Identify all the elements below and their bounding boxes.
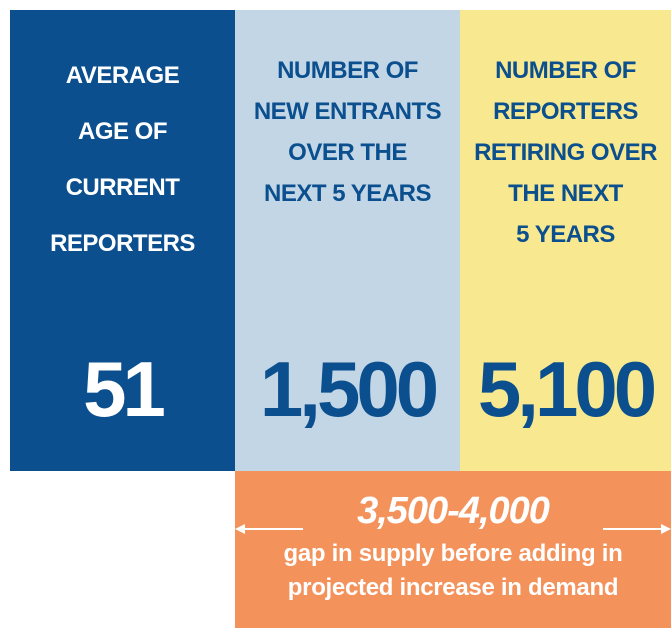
description-line: gap in supply before adding in — [283, 540, 623, 567]
label-line: OVER THE — [288, 139, 407, 166]
new-entrants-panel: NUMBER OF NEW ENTRANTS OVER THE NEXT 5 Y… — [235, 10, 460, 471]
retiring-value: 5,100 — [477, 345, 657, 433]
label-line: REPORTERS — [493, 98, 638, 125]
label-line: 5 YEARS — [516, 221, 615, 248]
label-line: RETIRING OVER — [474, 139, 657, 166]
left-arrow-icon — [235, 524, 303, 534]
average-age-value: 51 — [83, 345, 166, 433]
description-line: projected increase in demand — [287, 574, 619, 601]
retiring-label: NUMBER OF REPORTERS RETIRING OVER THE NE… — [460, 50, 671, 255]
average-age-panel: AVERAGE AGE OF CURRENT REPORTERS 51 — [10, 10, 235, 471]
label-line: CURRENT — [65, 174, 180, 201]
label-line: REPORTERS — [50, 230, 195, 257]
new-entrants-label: NUMBER OF NEW ENTRANTS OVER THE NEXT 5 Y… — [235, 50, 460, 214]
supply-gap-description: gap in supply before adding in projected… — [235, 537, 671, 605]
label-line: AVERAGE — [65, 62, 180, 89]
label-line: NUMBER OF — [495, 57, 636, 84]
label-line: NEXT 5 YEARS — [264, 180, 431, 207]
right-arrow-icon — [603, 524, 671, 534]
new-entrants-value: 1,500 — [259, 345, 439, 433]
supply-gap-box: 3,500-4,000 gap in supply before adding … — [235, 471, 671, 628]
average-age-label: AVERAGE AGE OF CURRENT REPORTERS — [10, 48, 235, 272]
label-line: NUMBER OF — [277, 57, 418, 84]
label-line: THE NEXT — [508, 180, 623, 207]
label-line: NEW ENTRANTS — [253, 98, 442, 125]
retiring-panel: NUMBER OF REPORTERS RETIRING OVER THE NE… — [460, 10, 671, 471]
label-line: AGE OF — [77, 118, 168, 145]
supply-gap-range: 3,500-4,000 — [357, 490, 550, 532]
